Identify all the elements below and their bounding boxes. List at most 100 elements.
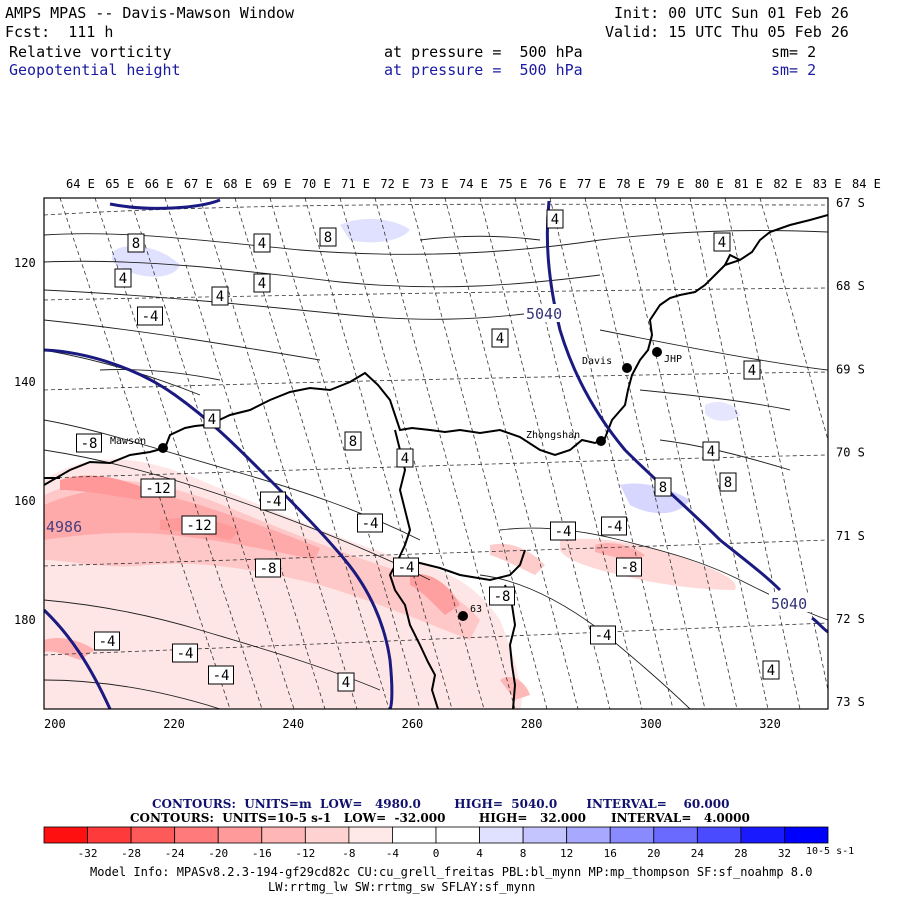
svg-text:8: 8 <box>324 230 332 246</box>
height-label: 4986 <box>46 518 82 536</box>
lon-label: 69 E <box>263 177 292 191</box>
height-contour-labels: 5040 5040 4986 <box>46 304 821 613</box>
colorbar-segment <box>304 826 350 844</box>
colorbar-segment <box>348 826 393 844</box>
vorticity-label: -4 <box>357 513 383 533</box>
colorbar-tick: 32 <box>778 847 791 860</box>
geopotential-height-contours <box>44 198 828 709</box>
station-label-63: 63 <box>470 604 482 615</box>
svg-text:8: 8 <box>724 475 732 491</box>
station-marker-mawson <box>158 443 168 453</box>
colorbar-tick: 4 <box>476 847 483 860</box>
colorbar-tick: 8 <box>520 847 527 860</box>
svg-text:-8: -8 <box>81 436 98 452</box>
vorticity-label: -12 <box>140 478 176 498</box>
station-marker-zhongshan <box>596 436 606 446</box>
model-info-line1: Model Info: MPASv8.2.3-194-gf29cd82c CU:… <box>90 865 813 879</box>
vorticity-label: 4 <box>743 360 761 380</box>
height-contour-info: CONTOURS: UNITS=m LOW= 4980.0 HIGH= 5040… <box>152 797 730 811</box>
vorticity-label: 8 <box>654 477 672 497</box>
vorticity-label: -4 <box>137 306 163 326</box>
colorbar-tick: 28 <box>734 847 747 860</box>
station-label-davis: Davis <box>582 356 612 367</box>
colorbar-segment <box>217 826 263 844</box>
svg-text:8: 8 <box>659 480 667 496</box>
svg-text:4: 4 <box>258 276 266 292</box>
svg-text:4: 4 <box>748 363 756 379</box>
svg-text:-8: -8 <box>621 560 638 576</box>
model-info-line2: LW:rrtmg_lw SW:rrtmg_sw SFLAY:sf_mynn <box>268 880 536 894</box>
colorbar-tick: 0 <box>433 847 440 860</box>
svg-text:-12: -12 <box>145 481 170 497</box>
colorbar-tick: 12 <box>560 847 573 860</box>
vorticity-label: -4 <box>590 625 616 645</box>
lon-label: 67 E <box>184 177 213 191</box>
colorbar-segment <box>653 826 698 844</box>
lat-label: 71 S <box>836 529 865 543</box>
svg-text:-4: -4 <box>213 668 230 684</box>
field1-name: Relative vorticity <box>9 43 172 61</box>
y-axis-labels: 120 140 160 180 <box>14 256 50 627</box>
lat-label: 73 S <box>836 695 865 709</box>
colorbar-tick: -24 <box>165 847 185 860</box>
colorbar-tick: 24 <box>691 847 705 860</box>
lat-label: 68 S <box>836 279 865 293</box>
lon-label: 72 E <box>380 177 409 191</box>
y-axis-label: 120 <box>14 256 36 270</box>
lon-label: 80 E <box>695 177 724 191</box>
colorbar-segment <box>130 826 176 844</box>
vorticity-label: -8 <box>76 433 102 453</box>
colorbar: -32 -28 -24 -20 -16 -12 -8 -4 0 4 8 12 16 20 24 28 32 10-… <box>43 826 854 860</box>
vorticity-label: 4 <box>211 286 229 306</box>
vorticity-label: 8 <box>344 431 362 451</box>
vorticity-label: -4 <box>550 521 576 541</box>
latitude-labels: 67 S 68 S 69 S 70 S 71 S 72 S 73 S <box>836 196 865 709</box>
field2-name: Geopotential height <box>9 61 181 79</box>
y-axis-label: 160 <box>14 494 36 508</box>
y-axis-label: 180 <box>14 613 36 627</box>
station-label-jhp: JHP <box>664 354 682 365</box>
lat-label: 70 S <box>836 446 865 460</box>
valid-time: Valid: 15 UTC Thu 05 Feb 26 <box>605 23 849 41</box>
colorbar-segment <box>740 826 785 844</box>
svg-text:4: 4 <box>216 289 224 305</box>
vorticity-height-map: 64 E 65 E 66 E 67 E 68 E 69 E 70 E 71 E 72 E 73 E… <box>14 177 881 731</box>
svg-text:-4: -4 <box>177 646 194 662</box>
colorbar-segment <box>609 826 655 844</box>
vorticity-label: -4 <box>393 557 419 577</box>
x-axis-label: 320 <box>759 717 781 731</box>
lon-label: 76 E <box>538 177 567 191</box>
vorticity-label: -8 <box>255 558 281 578</box>
vorticity-label: 4 <box>396 448 414 468</box>
svg-text:4: 4 <box>767 663 775 679</box>
lon-label: 74 E <box>459 177 488 191</box>
colorbar-tick: -4 <box>386 847 400 860</box>
svg-text:8: 8 <box>132 236 140 252</box>
lon-label: 77 E <box>577 177 606 191</box>
x-axis-label: 220 <box>163 717 185 731</box>
vorticity-label: -4 <box>260 491 286 511</box>
vorticity-label: -4 <box>94 631 120 651</box>
colorbar-segment <box>392 826 437 844</box>
vorticity-label: 8 <box>127 233 145 253</box>
vorticity-label: 4 <box>491 328 509 348</box>
colorbar-segment <box>566 826 611 844</box>
svg-text:8: 8 <box>349 434 357 450</box>
x-axis-labels: 200 220 240 260 280 300 320 <box>44 703 781 731</box>
svg-text:-4: -4 <box>142 309 159 325</box>
svg-text:-4: -4 <box>398 560 415 576</box>
y-axis-label: 140 <box>14 375 36 389</box>
svg-text:4: 4 <box>718 235 726 251</box>
forecast-hour: Fcst: 111 h <box>5 23 114 41</box>
vorticity-label: 4 <box>253 233 271 253</box>
station-label-mawson: Mawson <box>110 436 146 447</box>
vorticity-label: 8 <box>319 227 337 247</box>
vorticity-label: -4 <box>172 643 198 663</box>
x-axis-label: 200 <box>44 717 66 731</box>
svg-text:-4: -4 <box>555 524 572 540</box>
lat-label: 67 S <box>836 196 865 210</box>
x-axis-label: 280 <box>521 717 543 731</box>
svg-text:-12: -12 <box>186 518 211 534</box>
vorticity-label: 4 <box>203 409 221 429</box>
longitude-labels: 64 E 65 E 66 E 67 E 68 E 69 E 70 E 71 E 72 E 73 E… <box>66 177 881 191</box>
